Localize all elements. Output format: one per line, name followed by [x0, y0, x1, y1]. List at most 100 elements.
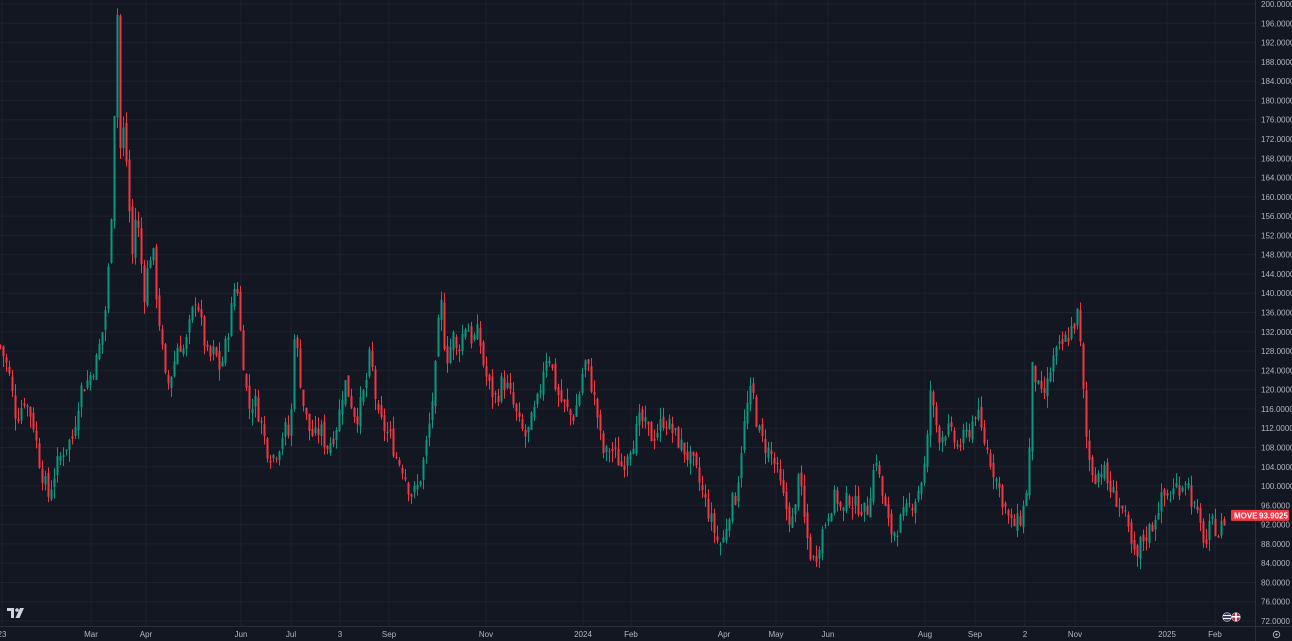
candle	[131, 198, 134, 264]
candle-body	[1097, 473, 1100, 483]
candle-body	[1205, 539, 1208, 544]
candle	[302, 389, 305, 412]
candle-body	[731, 492, 734, 522]
candle-body	[1223, 519, 1226, 526]
candle	[911, 503, 914, 517]
candle	[917, 485, 920, 503]
candle-body	[392, 428, 395, 457]
candle	[722, 530, 725, 544]
candle-body	[296, 337, 299, 349]
candle-body	[1043, 388, 1046, 393]
candle	[854, 484, 857, 515]
candle	[1073, 322, 1076, 334]
candle	[263, 416, 266, 445]
candle	[371, 341, 374, 372]
last-price-tag: MOVE 93.9025	[1231, 509, 1289, 521]
candle	[1076, 308, 1079, 330]
candle	[1169, 490, 1172, 503]
candle	[0, 344, 2, 350]
candle	[560, 379, 563, 403]
candle	[524, 424, 527, 448]
settings-gear-icon[interactable]	[1272, 630, 1281, 639]
candle-body	[209, 346, 212, 357]
candle-body	[617, 448, 620, 466]
candle-body	[1064, 334, 1067, 342]
x-axis[interactable]: 23 Mar Apr Jun Jul 3 Sep Nov 2024 Feb Apr May Jun Aug…	[0, 626, 1292, 640]
candle	[347, 375, 350, 398]
candle-body	[14, 395, 17, 419]
candle	[764, 429, 767, 465]
candle	[287, 415, 290, 439]
tradingview-logo-icon[interactable]	[6, 606, 26, 620]
candle	[53, 468, 56, 499]
x-tick-label: Nov	[1068, 630, 1082, 639]
candle	[332, 431, 335, 448]
candle-body	[197, 306, 200, 311]
candle	[182, 344, 185, 357]
candle-body	[929, 390, 932, 436]
y-tick-label: 72.0000	[1261, 617, 1290, 626]
candle-body	[245, 374, 248, 388]
candle-body	[347, 375, 350, 397]
candle	[1103, 461, 1106, 482]
currency-flags-icon[interactable]	[1222, 612, 1242, 622]
candle	[338, 399, 341, 433]
candle-body	[1121, 505, 1124, 509]
candle	[809, 533, 812, 561]
candle	[311, 419, 314, 437]
y-tick-label: 168.0000	[1261, 154, 1292, 163]
candle	[872, 464, 875, 505]
candle	[926, 430, 929, 473]
candle	[134, 207, 137, 265]
candle-body	[158, 295, 161, 326]
candle	[449, 338, 452, 365]
candle	[344, 380, 347, 407]
candle	[1070, 316, 1073, 341]
candle-body	[200, 309, 203, 318]
candle	[857, 486, 860, 517]
candle	[1079, 302, 1082, 347]
x-tick-label: Jun	[822, 630, 835, 639]
candle-body	[1166, 492, 1169, 496]
candle	[1061, 331, 1064, 351]
candle	[44, 470, 47, 491]
candle	[179, 335, 182, 353]
candle-body	[779, 468, 782, 481]
candle-body	[149, 260, 152, 269]
candle-body	[743, 421, 746, 451]
candle-body	[1079, 310, 1082, 342]
candle-body	[65, 449, 68, 451]
y-tick-label: 140.0000	[1261, 289, 1292, 298]
candle	[1211, 513, 1214, 525]
candle	[530, 411, 533, 431]
candle-body	[668, 419, 671, 429]
candle-body	[161, 328, 164, 345]
candle-body	[581, 374, 584, 393]
candle-body	[380, 405, 383, 418]
candle	[521, 413, 524, 432]
candle-body	[962, 429, 965, 444]
candle-body	[308, 413, 311, 431]
candle-body	[449, 346, 452, 363]
candle	[623, 455, 626, 478]
candle	[602, 430, 605, 459]
candle-body	[923, 463, 926, 483]
candle-body	[335, 429, 338, 440]
x-tick-label: Apr	[718, 630, 731, 639]
candle	[1127, 511, 1130, 533]
candle	[410, 493, 413, 504]
candle	[1175, 473, 1178, 489]
candle	[269, 454, 272, 469]
candle	[470, 321, 473, 349]
candle-body	[419, 481, 422, 486]
candle-body	[968, 429, 971, 438]
candle-body	[95, 355, 98, 380]
candle	[1136, 543, 1139, 567]
candle-body	[401, 467, 404, 474]
candle-body	[626, 456, 629, 466]
candle-body	[893, 532, 896, 537]
candle-body	[278, 451, 281, 461]
y-axis[interactable]: 72.0000 76.0000 80.0000 84.0000 88.0000 92.00…	[1255, 0, 1292, 641]
candle	[833, 485, 836, 516]
